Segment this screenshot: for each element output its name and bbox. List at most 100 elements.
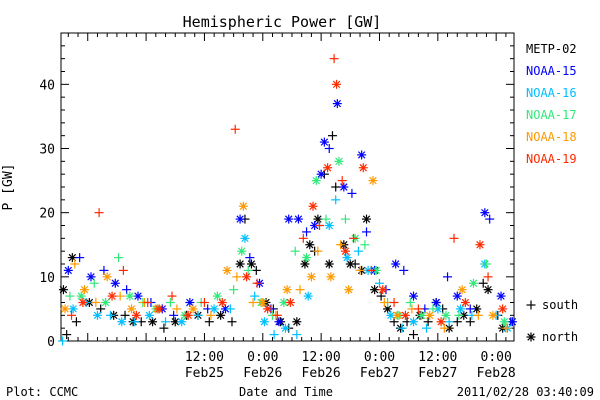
north-point: [217, 298, 227, 307]
north-point: [242, 272, 252, 282]
south-point: [324, 144, 334, 153]
y-tick-label: 0: [47, 335, 55, 350]
x-axis: 12:00Feb250:00Feb2612:00Feb260:00Feb2712…: [67, 33, 516, 381]
legend: METP-02 NOAA-15 NOAA-16 NOAA-17 NOAA-18 NOAA-…: [526, 42, 577, 166]
south-point: [331, 182, 341, 192]
north-point: [117, 317, 127, 327]
south-point: [118, 265, 128, 275]
south-point: [315, 221, 325, 230]
north-point: [282, 285, 292, 295]
south-point: [225, 304, 235, 314]
north-point: [334, 156, 344, 166]
south-point: [130, 317, 140, 327]
south-point: [399, 265, 409, 275]
series-noaa-17: [65, 156, 509, 327]
south-point: [272, 310, 282, 320]
south-point: [355, 265, 365, 275]
north-point: [475, 240, 485, 250]
south-point: [501, 323, 511, 333]
north-point: [339, 182, 349, 192]
south-point: [376, 291, 386, 301]
north-point: [483, 285, 493, 295]
chart-title: Hemispheric Power [GW]: [183, 13, 382, 31]
north-point: [425, 310, 435, 320]
north-point: [456, 304, 466, 314]
marker-legend: south north: [526, 298, 578, 344]
north-point: [460, 298, 470, 307]
south-point: [444, 317, 454, 327]
north-point: [368, 176, 378, 186]
south-point: [206, 310, 216, 320]
south-point: [405, 298, 415, 307]
legend-noaa-19: NOAA-19: [526, 152, 577, 166]
north-point: [488, 310, 498, 320]
north-point: [237, 246, 247, 256]
south-point: [62, 330, 72, 340]
x-tick-date: Feb26: [302, 366, 341, 381]
south-point: [199, 298, 209, 307]
south-point: [120, 310, 130, 320]
south-point: [340, 214, 350, 224]
north-point: [86, 272, 96, 282]
x-tick-time: 0:00: [364, 350, 395, 365]
north-point: [131, 310, 141, 320]
south-symbol: [526, 300, 536, 310]
south-point: [329, 54, 339, 64]
x-tick-time: 0:00: [247, 350, 278, 365]
north-point: [110, 278, 120, 288]
series-noaa-19: [67, 54, 508, 327]
south-point: [347, 188, 357, 198]
south-point: [313, 246, 323, 256]
south-point: [389, 317, 399, 327]
y-tick-label: 30: [39, 143, 55, 158]
north-point: [409, 291, 419, 301]
south-point: [485, 214, 495, 224]
south-point: [336, 240, 346, 250]
south-point: [327, 131, 337, 141]
north-point: [332, 99, 342, 109]
north-point: [378, 285, 388, 295]
north-point: [209, 304, 219, 314]
south-point: [465, 304, 475, 314]
south-point: [298, 233, 308, 243]
north-point: [102, 272, 112, 282]
south-point: [58, 336, 68, 346]
south-point: [230, 124, 240, 134]
south-point: [366, 265, 376, 275]
north-point: [302, 253, 312, 263]
south-point: [379, 298, 389, 307]
south-point: [362, 227, 372, 237]
north-point: [212, 291, 222, 301]
x-axis-label: Date and Time: [239, 385, 333, 399]
south-point: [454, 310, 464, 320]
x-tick-time: 12:00: [185, 350, 224, 365]
south-point: [122, 285, 132, 295]
north-point: [324, 221, 334, 230]
south-point: [353, 246, 363, 256]
north-point: [133, 291, 143, 301]
north-point: [326, 272, 336, 282]
south-point: [360, 240, 370, 250]
south-point: [465, 317, 475, 327]
north-point: [263, 304, 273, 314]
north-point: [259, 317, 269, 327]
north-point: [148, 317, 158, 327]
y-tick-label: 10: [39, 271, 55, 286]
south-point: [172, 304, 182, 314]
y-axis: 0 10 20 30 40: [39, 45, 514, 350]
north-point: [507, 317, 517, 327]
north-point: [311, 176, 321, 186]
south-point: [169, 310, 179, 320]
south-point: [473, 310, 483, 320]
south-point: [295, 285, 305, 295]
plot-timestamp: 2011/02/28 03:40:09: [457, 385, 594, 399]
south-point: [292, 330, 302, 340]
north-point: [452, 291, 462, 301]
north-point: [107, 291, 117, 301]
south-point: [248, 298, 258, 307]
north-point: [144, 310, 154, 320]
legend-north: north: [542, 330, 578, 344]
series-metp-02: [58, 131, 508, 340]
south-point: [251, 265, 261, 275]
south-point: [229, 285, 239, 295]
